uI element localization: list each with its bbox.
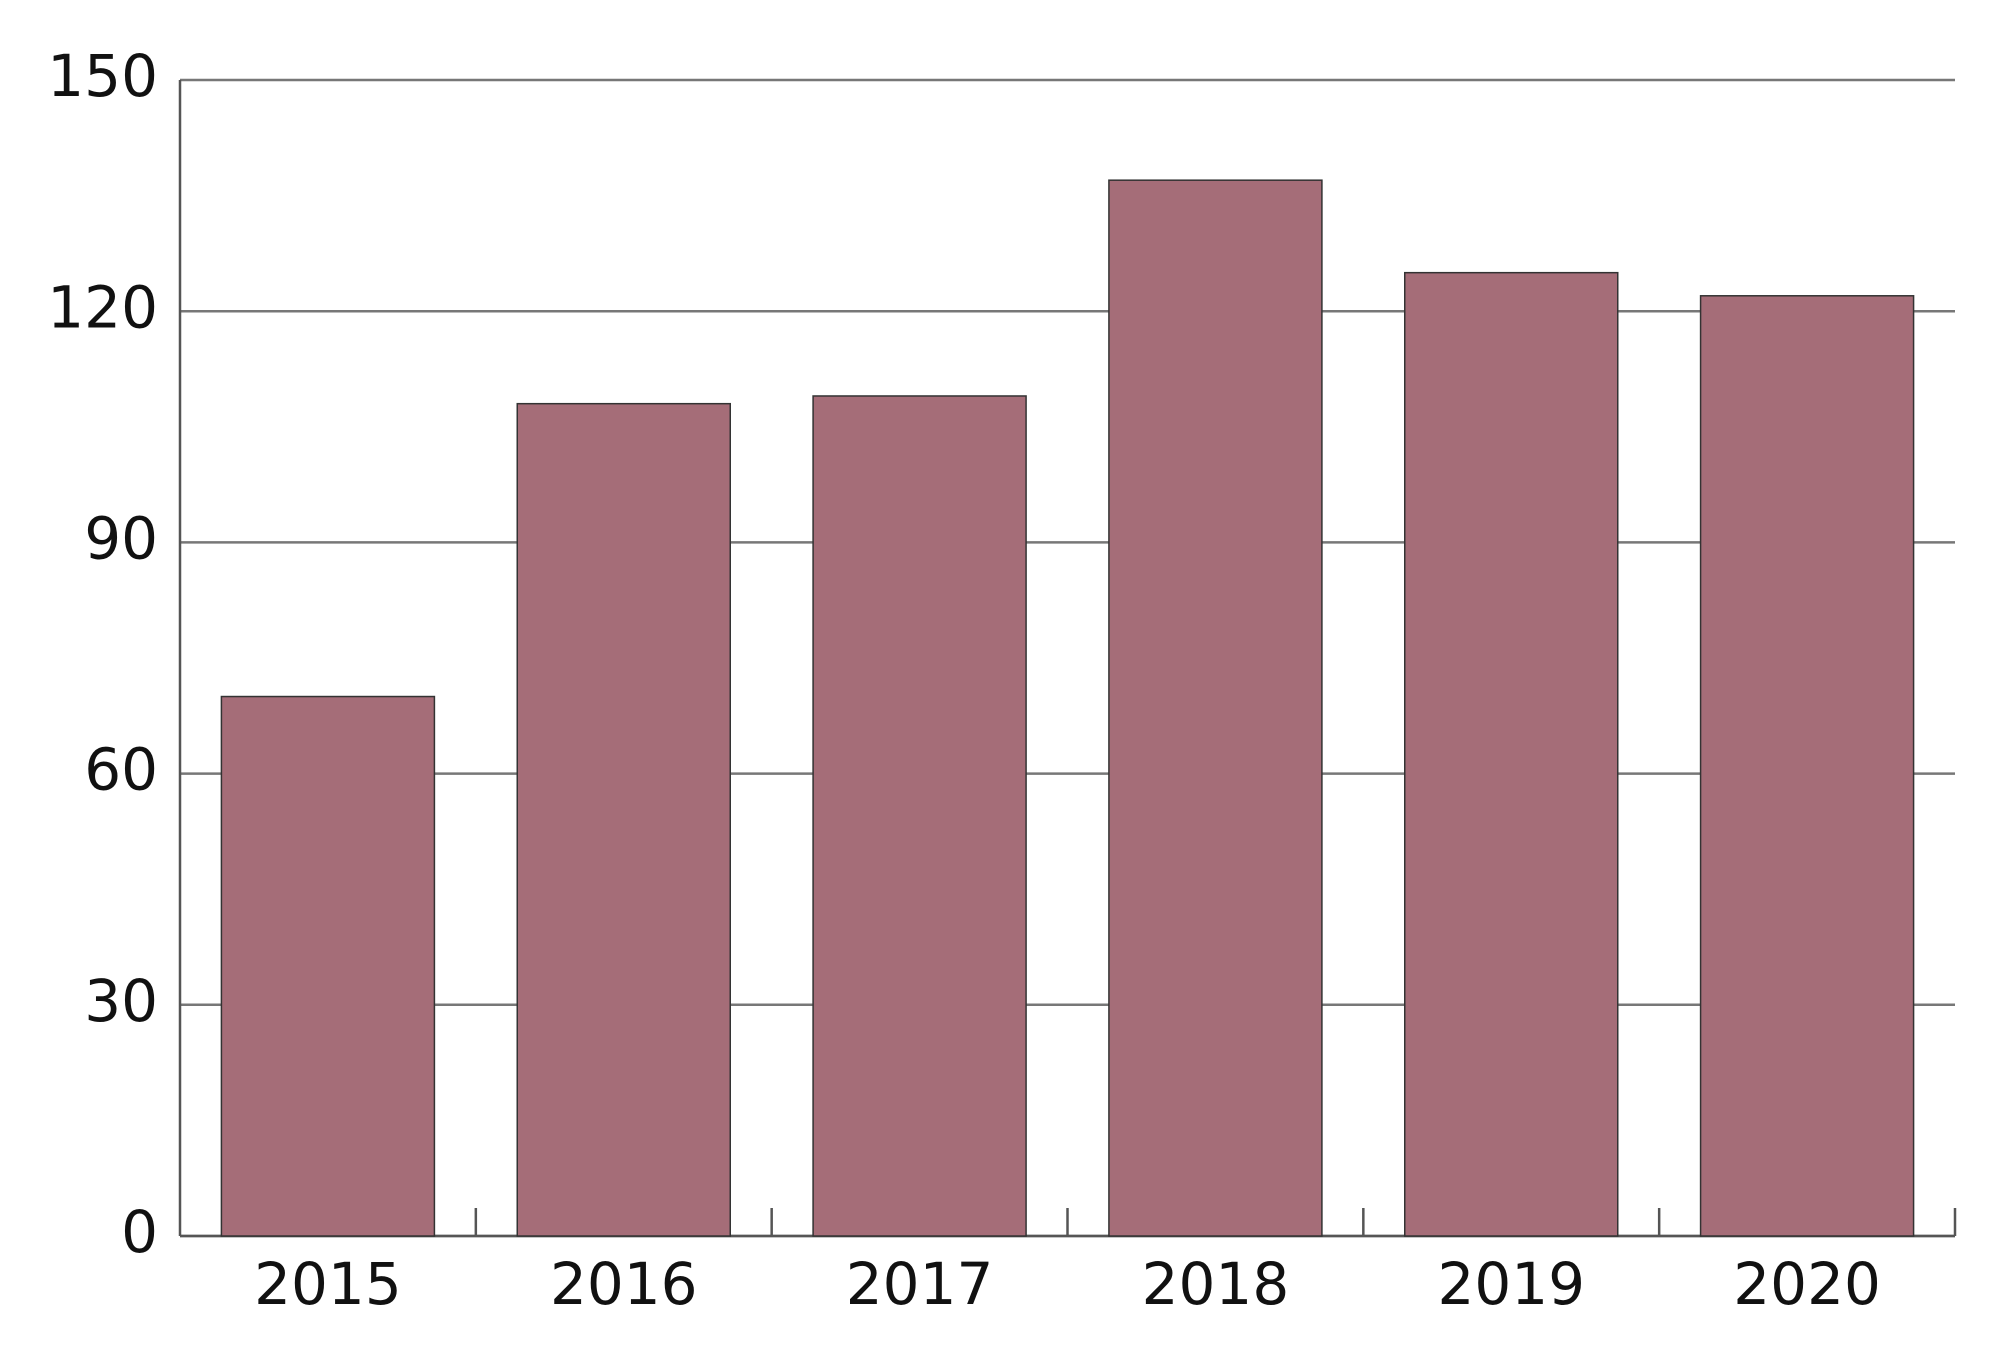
bar: [1699, 295, 1915, 1237]
x-tick-label: 2016: [550, 1250, 698, 1318]
y-tick-label: 30: [84, 967, 158, 1035]
bar: [516, 402, 731, 1237]
y-tick-label: 120: [47, 273, 158, 341]
x-tick-label: 2019: [1437, 1250, 1585, 1318]
bar: [220, 695, 436, 1237]
y-tick-label: 90: [84, 505, 158, 573]
bar: [1404, 271, 1619, 1237]
x-tick-label: 2017: [846, 1250, 994, 1318]
y-tick-label: 60: [84, 736, 158, 804]
x-tick-label: 2015: [254, 1250, 402, 1318]
bar: [1108, 179, 1323, 1237]
bar: [812, 395, 1027, 1237]
x-tick-label: 2018: [1142, 1250, 1290, 1318]
y-tick-label: 150: [47, 42, 158, 110]
y-tick-label: 0: [121, 1198, 158, 1266]
x-tick-label: 2020: [1733, 1250, 1881, 1318]
